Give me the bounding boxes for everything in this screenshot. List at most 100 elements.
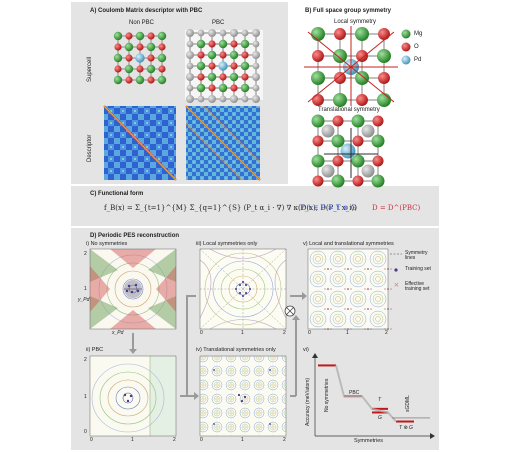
contour-line bbox=[315, 296, 321, 302]
contour-line bbox=[355, 316, 361, 322]
mg-atom bbox=[113, 31, 123, 41]
effective-point bbox=[344, 308, 346, 310]
o-atom bbox=[334, 28, 346, 40]
o-atom bbox=[197, 73, 205, 81]
mg-atom bbox=[196, 39, 206, 49]
effective-point bbox=[324, 288, 326, 290]
pd-atom bbox=[340, 143, 356, 159]
tick-x-2-v: 2 bbox=[385, 330, 388, 336]
mg-atom bbox=[355, 27, 369, 41]
o-atom bbox=[114, 65, 122, 73]
training-point bbox=[367, 268, 369, 270]
mg-atom bbox=[124, 42, 134, 52]
effective-point bbox=[390, 268, 392, 270]
tick-x-1-iii: 1 bbox=[241, 330, 244, 336]
reference-label-sgdml: sGDML bbox=[405, 395, 411, 412]
image-atom bbox=[219, 29, 227, 37]
mg-atom bbox=[351, 154, 365, 168]
effective-point bbox=[330, 268, 332, 270]
mg-atom bbox=[207, 72, 217, 82]
accuracy-chart bbox=[312, 353, 435, 439]
effective-point bbox=[330, 308, 332, 310]
subpanel-vi-title: vi) bbox=[303, 347, 309, 353]
o-atom bbox=[125, 76, 133, 84]
contour-line bbox=[315, 316, 321, 322]
effective-point bbox=[350, 288, 352, 290]
training-point bbox=[347, 268, 349, 270]
bar-label-t-otimes-g: T ⊗ G bbox=[399, 425, 413, 431]
row-label-supercell: Supercell bbox=[87, 56, 93, 82]
bar-t-g bbox=[396, 420, 414, 423]
effective-point bbox=[370, 288, 372, 290]
effective-point bbox=[384, 288, 386, 290]
effective-point bbox=[384, 308, 386, 310]
image-atom bbox=[321, 164, 335, 178]
contour-line bbox=[312, 253, 324, 265]
image-atom bbox=[186, 95, 194, 103]
equation-main: f_B(x) = Σ_{t=1}^{M} Σ_{q=1}^{S} (P_t α_… bbox=[104, 204, 357, 212]
contour-line bbox=[369, 270, 387, 288]
subpanel-v-title: v) Local and translational symmetries bbox=[303, 241, 394, 247]
legend-pd: Pd bbox=[414, 57, 422, 63]
image-atom bbox=[252, 51, 260, 59]
mg-atom bbox=[333, 93, 347, 107]
legend-effective-training-set: Effective training set bbox=[405, 281, 430, 292]
o-atom bbox=[332, 155, 344, 167]
image-atom bbox=[252, 29, 260, 37]
o-atom bbox=[312, 94, 324, 106]
mg-atom bbox=[240, 83, 250, 93]
equation-descriptor: D = D^(PBC) bbox=[372, 204, 421, 212]
contour-line bbox=[372, 253, 384, 265]
o-atom bbox=[312, 135, 324, 147]
image-atom bbox=[361, 164, 375, 178]
pbc-descriptor bbox=[185, 105, 261, 181]
axis-label-y: y_Pd bbox=[78, 297, 90, 303]
chart-ylabel: Accuracy (meV/atom) bbox=[305, 377, 311, 426]
o-atom bbox=[334, 72, 346, 84]
column-label-pbc: PBC bbox=[212, 20, 225, 26]
tick-x-0-iv: 0 bbox=[200, 437, 203, 443]
o-atom bbox=[158, 43, 166, 51]
nonpbc-descriptor bbox=[103, 105, 177, 181]
subpanel-ii-title: ii) PBC bbox=[86, 347, 104, 353]
o-atom bbox=[378, 72, 390, 84]
contour-line bbox=[375, 316, 381, 322]
contour-line bbox=[372, 313, 384, 325]
mg-atom bbox=[146, 42, 156, 52]
mg-atom bbox=[207, 50, 217, 60]
effective-point bbox=[344, 268, 346, 270]
column-label-non-pbc: Non PBC bbox=[129, 20, 155, 26]
mg-atom bbox=[331, 134, 345, 148]
contour-line bbox=[355, 276, 361, 282]
contour-line bbox=[329, 270, 347, 288]
contour-line bbox=[335, 276, 341, 282]
element-legend bbox=[401, 29, 411, 65]
svg-text:×: × bbox=[394, 281, 400, 289]
image-atom bbox=[186, 62, 194, 70]
o-atom bbox=[147, 54, 155, 62]
pes-pbc bbox=[89, 355, 177, 437]
contour-line bbox=[375, 296, 381, 302]
contour-line bbox=[349, 250, 367, 268]
mg-atom bbox=[135, 75, 145, 85]
o-atom bbox=[125, 54, 133, 62]
o-atom bbox=[136, 65, 144, 73]
training-point bbox=[327, 268, 329, 270]
mg-atom bbox=[157, 53, 167, 63]
o-atom bbox=[230, 62, 238, 70]
o-atom bbox=[241, 51, 249, 59]
o-atom bbox=[356, 94, 368, 106]
local-symmetry-label: Local symmetry bbox=[334, 19, 377, 25]
equation-permutation: P_t ∈ F = T ⊗ G bbox=[300, 204, 357, 212]
image-atom bbox=[252, 73, 260, 81]
panel-c-title: C) Functional form bbox=[90, 191, 144, 197]
training-point bbox=[327, 288, 329, 290]
tick-x-2-iv: 2 bbox=[283, 437, 286, 443]
tick-y-1-i: 1 bbox=[84, 286, 87, 292]
contour-line bbox=[315, 276, 321, 282]
tick-x-2-iii: 2 bbox=[283, 330, 286, 336]
bar-g bbox=[372, 411, 388, 414]
tick-x-0-v: 0 bbox=[308, 330, 311, 336]
image-atom bbox=[241, 29, 249, 37]
pes-local-symmetries bbox=[199, 248, 287, 330]
